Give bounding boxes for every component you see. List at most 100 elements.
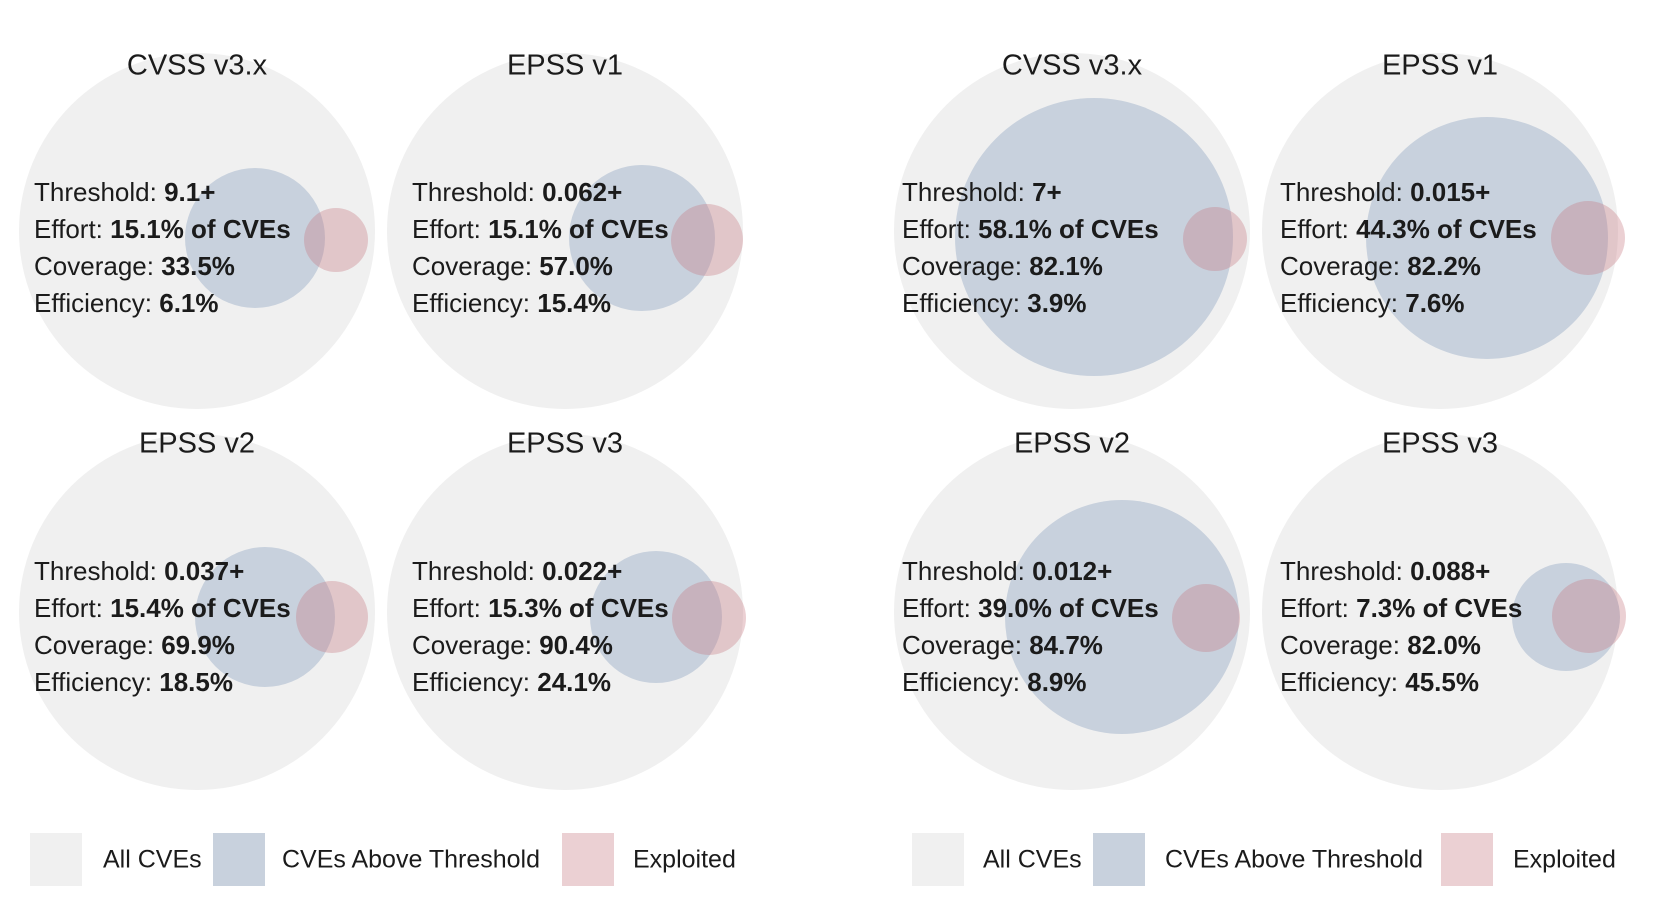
- stat-value: 18.5%: [159, 667, 233, 697]
- stat-value: 3.9%: [1027, 288, 1087, 318]
- stat-value: 39.0% of CVEs: [978, 593, 1159, 623]
- exploited-circle: [296, 581, 368, 653]
- panel-title: EPSS v3: [506, 427, 624, 460]
- stat-value: 15.1% of CVEs: [488, 214, 669, 244]
- stat-line: Efficiency: 6.1%: [34, 285, 291, 322]
- stat-line: Effort: 15.4% of CVEs: [34, 590, 291, 627]
- exploited-circle: [1183, 207, 1247, 271]
- stat-label: Effort:: [34, 593, 111, 623]
- stat-line: Effort: 15.1% of CVEs: [34, 211, 291, 248]
- stat-label: Threshold:: [412, 177, 543, 207]
- legend-swatch-exploited: [562, 833, 614, 886]
- stat-value: 44.3% of CVEs: [1356, 214, 1537, 244]
- stat-value: 0.088+: [1410, 556, 1491, 586]
- stat-line: Efficiency: 3.9%: [902, 285, 1159, 322]
- stat-label: Effort:: [412, 593, 489, 623]
- stat-line: Effort: 7.3% of CVEs: [1280, 590, 1522, 627]
- stat-value: 84.7%: [1029, 630, 1103, 660]
- stat-value: 8.9%: [1027, 667, 1087, 697]
- panel-stats: Threshold: 0.012+ Effort: 39.0% of CVEs Co…: [902, 553, 1159, 701]
- legend-label-exploited: Exploited: [633, 845, 736, 874]
- panel-title: EPSS v1: [1381, 49, 1499, 82]
- stat-value: 7.6%: [1405, 288, 1465, 318]
- stat-value: 15.3% of CVEs: [488, 593, 669, 623]
- stat-line: Threshold: 0.088+: [1280, 553, 1522, 590]
- stat-value: 33.5%: [161, 251, 235, 281]
- stat-value: 45.5%: [1405, 667, 1479, 697]
- stat-label: Threshold:: [1280, 177, 1411, 207]
- stat-label: Efficiency:: [902, 667, 1028, 697]
- stat-line: Threshold: 0.012+: [902, 553, 1159, 590]
- legend-label-all_cves: All CVEs: [103, 845, 202, 874]
- legend-swatch-all_cves: [30, 833, 82, 886]
- stat-label: Coverage:: [412, 630, 540, 660]
- stat-line: Efficiency: 24.1%: [412, 664, 669, 701]
- stat-line: Threshold: 9.1+: [34, 174, 291, 211]
- stat-label: Threshold:: [34, 556, 165, 586]
- stat-value: 90.4%: [539, 630, 613, 660]
- stat-label: Coverage:: [1280, 251, 1408, 281]
- stat-label: Effort:: [902, 593, 979, 623]
- panel-stats: Threshold: 9.1+ Effort: 15.1% of CVEs Cove…: [34, 174, 291, 322]
- legend-label-above_threshold: CVEs Above Threshold: [1165, 845, 1424, 874]
- stat-value: 58.1% of CVEs: [978, 214, 1159, 244]
- stat-label: Efficiency:: [902, 288, 1028, 318]
- exploited-circle: [1551, 201, 1625, 275]
- stat-value: 9.1+: [164, 177, 216, 207]
- stat-value: 82.2%: [1407, 251, 1481, 281]
- legend-swatch-exploited: [1441, 833, 1493, 886]
- stat-value: 82.0%: [1407, 630, 1481, 660]
- stat-line: Efficiency: 45.5%: [1280, 664, 1522, 701]
- stat-label: Effort:: [412, 214, 489, 244]
- stat-line: Efficiency: 18.5%: [34, 664, 291, 701]
- stat-line: Threshold: 0.062+: [412, 174, 669, 211]
- stat-label: Effort:: [1280, 593, 1357, 623]
- stat-label: Coverage:: [902, 251, 1030, 281]
- stat-label: Threshold:: [1280, 556, 1411, 586]
- exploited-circle: [672, 581, 746, 655]
- stat-label: Coverage:: [902, 630, 1030, 660]
- stat-value: 0.037+: [164, 556, 245, 586]
- exploited-circle: [1172, 584, 1240, 652]
- stat-line: Coverage: 82.2%: [1280, 248, 1537, 285]
- above-threshold-circle: [1366, 117, 1608, 359]
- panel-title: EPSS v3: [1381, 427, 1499, 460]
- stat-line: Threshold: 0.037+: [34, 553, 291, 590]
- above-threshold-circle: [955, 98, 1233, 376]
- stat-line: Coverage: 84.7%: [902, 627, 1159, 664]
- stat-label: Efficiency:: [412, 288, 538, 318]
- stat-label: Threshold:: [902, 556, 1033, 586]
- stat-line: Coverage: 82.0%: [1280, 627, 1522, 664]
- stat-line: Effort: 15.3% of CVEs: [412, 590, 669, 627]
- stat-line: Efficiency: 7.6%: [1280, 285, 1537, 322]
- stat-label: Coverage:: [34, 251, 162, 281]
- exploited-circle: [671, 204, 743, 276]
- stat-line: Effort: 39.0% of CVEs: [902, 590, 1159, 627]
- stat-label: Effort:: [902, 214, 979, 244]
- stat-value: 24.1%: [537, 667, 611, 697]
- legend-swatch-all_cves: [912, 833, 964, 886]
- above-threshold-circle: [185, 168, 325, 308]
- panel-stats: Threshold: 0.062+ Effort: 15.1% of CVEs Co…: [412, 174, 669, 322]
- stat-label: Coverage:: [412, 251, 540, 281]
- stat-line: Efficiency: 8.9%: [902, 664, 1159, 701]
- stat-line: Coverage: 90.4%: [412, 627, 669, 664]
- stat-value: 7+: [1032, 177, 1062, 207]
- stat-label: Effort:: [1280, 214, 1357, 244]
- stat-value: 7.3% of CVEs: [1356, 593, 1523, 623]
- panel-title: EPSS v2: [1013, 427, 1131, 460]
- stat-line: Effort: 15.1% of CVEs: [412, 211, 669, 248]
- panel-title: CVSS v3.x: [1001, 49, 1143, 82]
- stat-line: Efficiency: 15.4%: [412, 285, 669, 322]
- above-threshold-circle: [1512, 563, 1620, 671]
- stat-label: Efficiency:: [34, 288, 160, 318]
- stat-value: 15.4%: [537, 288, 611, 318]
- stat-label: Efficiency:: [1280, 667, 1406, 697]
- panel-stats: Threshold: 7+ Effort: 58.1% of CVEs Covera…: [902, 174, 1159, 322]
- stat-line: Threshold: 7+: [902, 174, 1159, 211]
- stat-value: 0.012+: [1032, 556, 1113, 586]
- stat-line: Coverage: 69.9%: [34, 627, 291, 664]
- stat-value: 0.015+: [1410, 177, 1491, 207]
- stat-value: 82.1%: [1029, 251, 1103, 281]
